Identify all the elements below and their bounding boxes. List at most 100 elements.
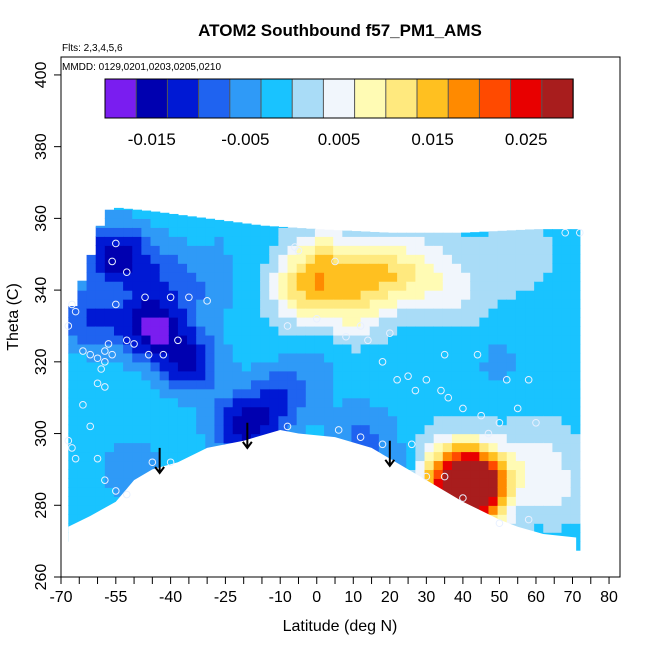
heat-cell — [168, 281, 179, 291]
heat-cell — [488, 388, 499, 399]
heat-cell — [351, 352, 362, 363]
heat-cell — [278, 397, 289, 408]
heat-cell — [406, 245, 416, 255]
heat-cell — [314, 424, 325, 435]
heat-cell — [506, 415, 517, 426]
heat-cell — [506, 317, 517, 327]
heat-cell — [424, 263, 435, 273]
heat-cell — [479, 505, 490, 515]
heat-cell — [305, 308, 316, 318]
heat-cell — [433, 442, 444, 453]
heat-cell — [132, 433, 142, 444]
sample-point — [459, 404, 467, 413]
heat-cell — [442, 424, 453, 435]
heat-cell — [278, 352, 289, 363]
heat-cell — [433, 254, 444, 264]
sample-point — [93, 379, 102, 388]
heat-cell — [397, 415, 407, 426]
heat-cell — [451, 469, 462, 479]
heat-cell — [333, 406, 343, 417]
heat-cell — [324, 317, 334, 327]
heat-cell — [168, 415, 179, 426]
heat-cell — [378, 232, 389, 237]
heat-cell — [369, 433, 380, 444]
heat-cell — [570, 460, 581, 471]
heat-cell — [260, 397, 270, 408]
heat-cell — [68, 460, 79, 471]
heat-cell — [269, 226, 279, 228]
heat-cell — [506, 433, 517, 444]
heat-cell — [141, 281, 152, 291]
heat-cell — [570, 424, 581, 435]
sample-point — [71, 454, 80, 463]
heat-cell — [324, 281, 334, 291]
heat-cell — [104, 245, 115, 255]
heat-cell — [232, 317, 243, 327]
heat-cell — [241, 281, 252, 291]
heat-cell — [113, 236, 124, 246]
heat-cell — [342, 397, 353, 408]
heat-cell — [232, 343, 243, 354]
heat-cell — [534, 487, 544, 497]
heat-cell — [150, 308, 161, 318]
heat-cell — [150, 460, 161, 471]
heat-cell — [177, 308, 188, 318]
heat-cell — [150, 388, 161, 399]
heat-cell — [250, 317, 261, 327]
heat-cell — [515, 299, 526, 309]
heat-cell — [360, 352, 371, 363]
heat-cell — [515, 487, 526, 497]
heat-cell — [104, 442, 115, 453]
sample-point — [561, 228, 570, 237]
heat-cell — [461, 272, 471, 282]
heat-cell — [488, 415, 499, 426]
heat-cell — [241, 263, 252, 273]
heat-cell — [196, 361, 206, 372]
heat-cell — [506, 254, 517, 264]
heat-cell — [552, 451, 563, 462]
heat-cell — [506, 361, 517, 372]
heat-cell — [397, 236, 407, 246]
heat-cell — [552, 379, 563, 390]
heat-cell — [196, 433, 206, 444]
heat-cell — [470, 236, 480, 246]
heat-cell — [214, 263, 225, 273]
heat-cell — [95, 397, 106, 408]
heat-cell — [159, 325, 170, 336]
heat-cell — [196, 343, 206, 354]
heat-cell — [187, 227, 197, 237]
sample-point — [576, 228, 584, 237]
heat-cell — [113, 460, 124, 471]
heat-cell — [168, 254, 179, 264]
heat-cell — [342, 281, 353, 291]
heat-cell — [515, 415, 526, 426]
heat-cell — [68, 496, 79, 506]
heat-cell — [525, 334, 535, 345]
heat-cell — [159, 281, 170, 291]
heat-cell — [424, 245, 435, 255]
heat-cell — [269, 236, 279, 246]
heat-cell — [250, 361, 261, 372]
heat-cell — [187, 308, 197, 318]
colorbar-tick-label: -0.005 — [221, 130, 269, 149]
heat-cell — [324, 406, 334, 417]
heat-cell — [488, 406, 499, 417]
heat-cell — [543, 272, 553, 282]
heat-cell — [433, 433, 444, 444]
heat-cell — [470, 469, 480, 479]
heat-cell — [132, 424, 142, 435]
heat-cell — [488, 254, 499, 264]
heat-cell — [141, 245, 152, 255]
heat-cell — [525, 496, 535, 506]
heat-cell — [159, 236, 170, 246]
heat-cell — [488, 496, 499, 506]
heat-cell — [561, 514, 572, 524]
heat-cell — [177, 281, 188, 291]
heat-cell — [168, 334, 179, 345]
sample-point — [122, 268, 131, 276]
sample-point — [166, 293, 175, 302]
heat-cell — [369, 325, 380, 336]
heat-cell — [278, 290, 289, 300]
heat-cell — [378, 370, 389, 381]
heat-cell — [534, 245, 544, 255]
